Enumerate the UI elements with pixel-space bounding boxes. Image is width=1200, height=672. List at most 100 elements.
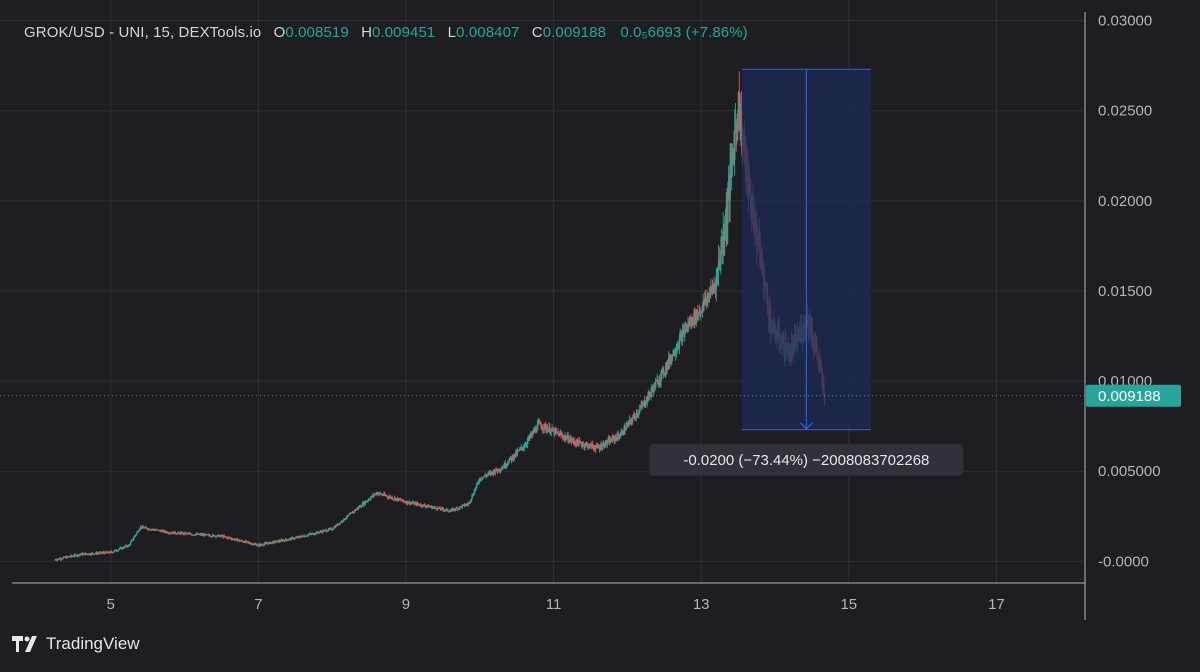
candle-body xyxy=(570,438,572,442)
candle-body xyxy=(610,438,612,441)
candle-body xyxy=(532,430,535,434)
candle-body xyxy=(373,494,376,496)
candle-body xyxy=(573,440,576,444)
candle-body xyxy=(717,270,719,272)
candle-body xyxy=(256,545,259,547)
candle-body xyxy=(303,536,305,538)
candle-body xyxy=(484,475,487,477)
candle-body xyxy=(611,436,614,442)
candle-body xyxy=(279,541,282,543)
candle-body xyxy=(345,517,348,519)
candle-body xyxy=(312,533,315,535)
candle-body xyxy=(547,429,549,432)
candle-body xyxy=(85,553,87,555)
candle-body xyxy=(449,510,452,512)
candle-body xyxy=(701,306,704,313)
candle-body xyxy=(223,535,226,537)
candle-body xyxy=(657,383,660,385)
candle-body xyxy=(435,507,437,510)
candle-body xyxy=(584,445,586,448)
candle-body xyxy=(555,429,557,432)
candle-body xyxy=(138,528,141,531)
candle-body xyxy=(609,438,612,444)
candle-body xyxy=(228,537,231,539)
candle-body xyxy=(107,551,110,553)
candle-body xyxy=(478,481,480,483)
candle-body xyxy=(419,505,421,507)
candle-body xyxy=(723,234,726,241)
candle-body xyxy=(571,440,573,442)
candle-body xyxy=(603,443,606,447)
candle-body xyxy=(274,541,277,543)
candle-body xyxy=(634,415,636,418)
candle-body xyxy=(426,506,428,508)
candle-body xyxy=(135,532,138,535)
candle-body xyxy=(724,227,727,235)
candle-body xyxy=(716,271,718,277)
candle-body xyxy=(439,507,441,509)
candle-body xyxy=(607,439,609,443)
x-tick-label: 5 xyxy=(107,596,115,613)
candle-body xyxy=(578,440,581,443)
candle-body xyxy=(554,429,556,435)
candle-body xyxy=(59,558,62,560)
candle-body xyxy=(159,530,162,532)
candle-body xyxy=(521,446,523,448)
candle-body xyxy=(624,429,627,431)
candle-body xyxy=(490,471,493,474)
candle-body xyxy=(134,535,136,537)
candle-body xyxy=(612,436,615,438)
candle-body xyxy=(442,509,445,511)
candle-body xyxy=(263,544,265,546)
candle-body xyxy=(477,482,480,484)
candle-body xyxy=(86,553,89,555)
candle-body xyxy=(119,547,121,550)
candle-body xyxy=(334,525,337,528)
axes: 0.030000.025000.020000.015000.010000.005… xyxy=(0,12,1181,620)
candle-body xyxy=(583,443,586,448)
candle-body xyxy=(327,530,329,532)
candle-body xyxy=(79,554,82,556)
candle-body xyxy=(544,424,546,426)
candle-body xyxy=(383,493,386,496)
candle-body xyxy=(215,536,218,538)
candle-body xyxy=(660,372,662,382)
candle-body xyxy=(676,348,678,350)
measure-tool[interactable]: -0.0200 (−73.44%) −2008083702268 xyxy=(649,68,964,476)
candle-body xyxy=(604,446,606,448)
candle-body xyxy=(712,286,715,290)
candle-body xyxy=(645,402,648,404)
y-tick-label: 0.02000 xyxy=(1098,193,1152,210)
candle-body xyxy=(331,529,334,531)
candle-body xyxy=(388,496,391,498)
candle-body xyxy=(75,554,77,557)
candle-body xyxy=(358,506,361,508)
candle-body xyxy=(594,447,597,450)
candle-body xyxy=(108,552,110,554)
candle-body xyxy=(567,435,569,442)
candle-body xyxy=(411,503,414,505)
candle-body xyxy=(537,422,539,425)
candle-body xyxy=(350,512,352,514)
tradingview-logo[interactable]: TradingView xyxy=(12,634,140,654)
candle-body xyxy=(402,499,404,501)
candle-body xyxy=(568,441,570,443)
candle-body xyxy=(499,470,502,472)
candle-body xyxy=(512,457,515,460)
candle-body xyxy=(118,549,120,551)
candle-body xyxy=(318,532,321,534)
candle-body xyxy=(179,532,182,535)
candle-body xyxy=(427,505,430,508)
candle-body xyxy=(500,468,503,471)
candle-body xyxy=(651,387,654,390)
y-tick-label: 0.01500 xyxy=(1098,283,1152,300)
candle-body xyxy=(133,536,136,539)
candle-body xyxy=(450,509,453,511)
candle-body xyxy=(87,554,90,556)
candle-body xyxy=(152,529,155,531)
candle-body xyxy=(224,536,227,538)
candle-body xyxy=(696,311,698,321)
candle-body xyxy=(354,510,357,512)
